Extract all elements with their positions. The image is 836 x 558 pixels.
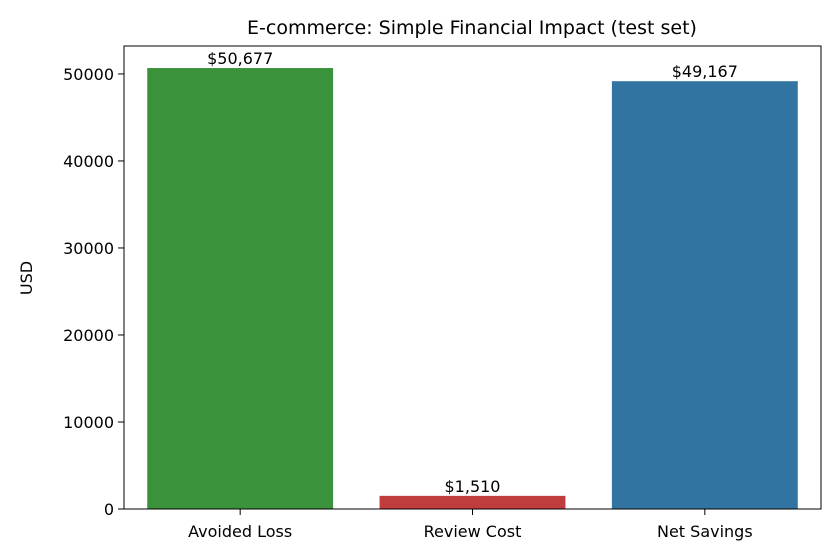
plot-frame	[123, 45, 822, 510]
x-tick-label: Avoided Loss	[188, 522, 292, 541]
bar	[611, 81, 798, 509]
bar	[379, 495, 566, 509]
y-axis-label: USD	[17, 261, 36, 295]
value-label: $1,510	[445, 477, 501, 496]
x-tick-label: Review Cost	[424, 522, 522, 541]
x-tick-label: Net Savings	[657, 522, 753, 541]
y-tick-label: 40000	[63, 152, 114, 171]
y-tick-label: 30000	[63, 239, 114, 258]
y-tick-label: 10000	[63, 413, 114, 432]
value-label: $49,167	[672, 62, 738, 81]
value-label: $50,677	[207, 49, 273, 68]
y-tick-label: 50000	[63, 65, 114, 84]
bar	[147, 68, 334, 509]
chart-title: E-commerce: Simple Financial Impact (tes…	[247, 17, 697, 39]
y-tick-label: 20000	[63, 326, 114, 345]
y-tick-label: 0	[104, 500, 114, 519]
